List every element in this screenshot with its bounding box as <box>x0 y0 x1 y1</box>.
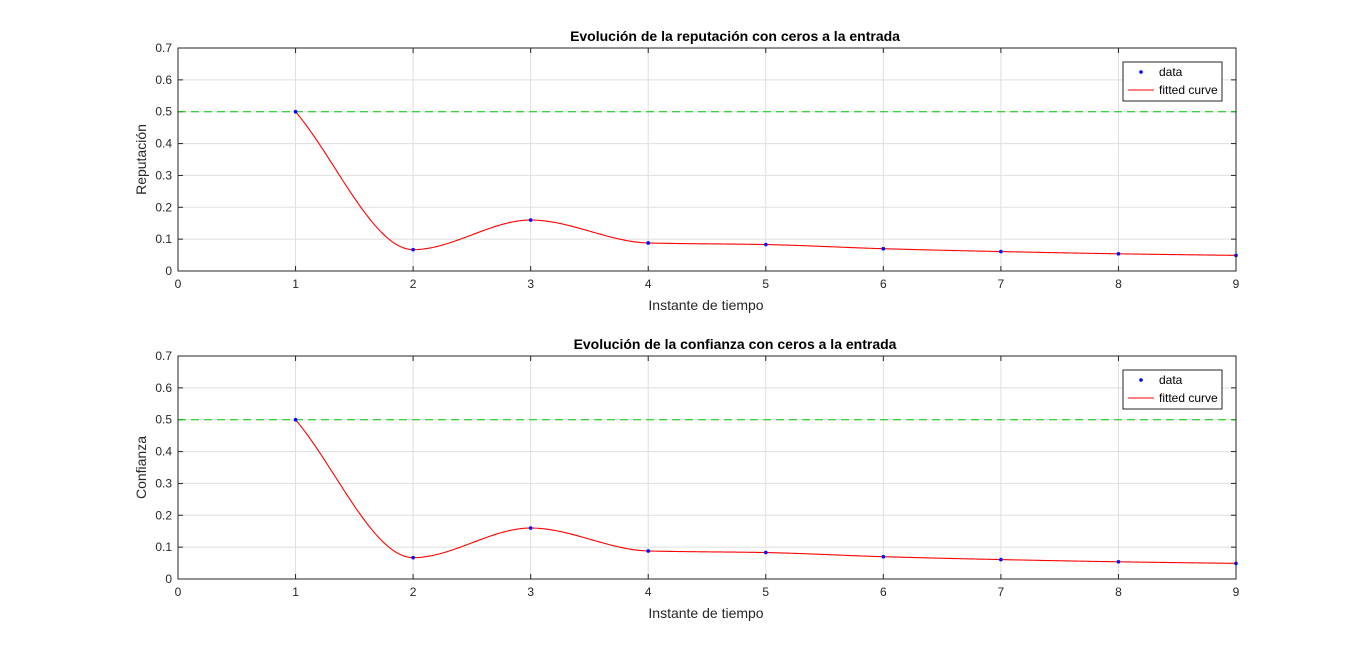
x-tick-label: 2 <box>410 277 417 291</box>
data-point <box>1116 559 1121 564</box>
data-point <box>881 246 886 251</box>
x-tick-label: 4 <box>645 277 652 291</box>
legend-label: fitted curve <box>1159 391 1218 405</box>
data-point <box>528 526 533 530</box>
chart-2: 0 1 2 3 4 5 6 7 8 9 0 0.1 0.2 0.3 0.4 0.5 0.6 0.7 Evolució… <box>133 336 1240 621</box>
chart-1: 0 1 2 3 4 5 6 7 8 9 0 0.1 0.2 0.3 0.4 0.5 0.6 0.7 Evolució… <box>133 28 1240 313</box>
x-tick-label: 6 <box>880 585 887 599</box>
y-tick-label: 0.5 <box>155 105 172 119</box>
x-tick-label: 7 <box>998 277 1005 291</box>
legend: data fitted curve <box>1122 61 1223 102</box>
y-tick-label: 0.4 <box>155 137 172 151</box>
data-point <box>411 555 415 560</box>
x-tick-label: 8 <box>1115 277 1122 291</box>
x-tick-label: 6 <box>880 277 887 291</box>
x-tick-label: 5 <box>762 277 769 291</box>
data-point <box>881 554 886 559</box>
y-axis-label: Confianza <box>133 436 149 499</box>
data-point <box>999 249 1003 254</box>
x-tick-label: 1 <box>292 277 299 291</box>
data-point <box>999 557 1003 562</box>
data-point <box>646 549 651 553</box>
y-tick-label: 0.3 <box>155 168 172 182</box>
axes-box <box>177 355 1237 580</box>
legend: data fitted curve <box>1122 369 1223 410</box>
chart-title: Evolución de la reputación con ceros a l… <box>570 28 900 44</box>
x-tick-label: 2 <box>410 585 417 599</box>
data-point <box>763 242 768 247</box>
x-tick-label: 0 <box>175 585 182 599</box>
axes-box <box>177 47 1237 272</box>
y-axis-label: Reputación <box>133 124 149 195</box>
x-tick-label: 3 <box>527 585 534 599</box>
legend-box <box>1122 61 1223 102</box>
y-tick-label: 0.7 <box>155 349 172 363</box>
legend-data-marker <box>1139 70 1143 74</box>
x-tick-label: 1 <box>292 585 299 599</box>
x-axis-label: Instante de tiempo <box>648 297 763 313</box>
x-tick-label: 4 <box>645 585 652 599</box>
chart-title: Evolución de la confianza con ceros a la… <box>574 336 897 352</box>
x-tick-label: 9 <box>1233 277 1240 291</box>
data-point <box>528 218 533 222</box>
y-tick-label: 0.5 <box>155 413 172 427</box>
y-tick-label: 0.4 <box>155 445 172 459</box>
y-tick-label: 0.2 <box>155 200 172 214</box>
legend-box <box>1122 369 1223 410</box>
x-tick-label: 7 <box>998 585 1005 599</box>
x-tick-label: 5 <box>762 585 769 599</box>
legend-data-marker <box>1139 378 1143 382</box>
data-point <box>293 417 298 422</box>
x-tick-label: 0 <box>175 277 182 291</box>
data-point <box>293 109 298 114</box>
plot-area <box>178 48 1236 271</box>
y-tick-label: 0.6 <box>155 73 172 87</box>
y-tick-label: 0.2 <box>155 508 172 522</box>
legend-label: fitted curve <box>1159 83 1218 97</box>
plot-area <box>178 356 1236 579</box>
y-tick-label: 0.7 <box>155 41 172 55</box>
x-tick-label: 8 <box>1115 585 1122 599</box>
x-tick-label: 9 <box>1233 585 1240 599</box>
y-tick-label: 0.1 <box>155 540 172 554</box>
data-point <box>411 247 415 252</box>
legend-label: data <box>1159 65 1183 79</box>
y-tick-label: 0 <box>165 264 172 278</box>
x-axis-label: Instante de tiempo <box>648 605 763 621</box>
data-point <box>646 241 651 245</box>
y-tick-label: 0.3 <box>155 476 172 490</box>
data-point <box>1116 251 1121 256</box>
y-tick-label: 0 <box>165 572 172 586</box>
data-point <box>763 550 768 555</box>
x-tick-label: 3 <box>527 277 534 291</box>
y-tick-label: 0.6 <box>155 381 172 395</box>
legend-label: data <box>1159 373 1183 387</box>
y-tick-label: 0.1 <box>155 232 172 246</box>
